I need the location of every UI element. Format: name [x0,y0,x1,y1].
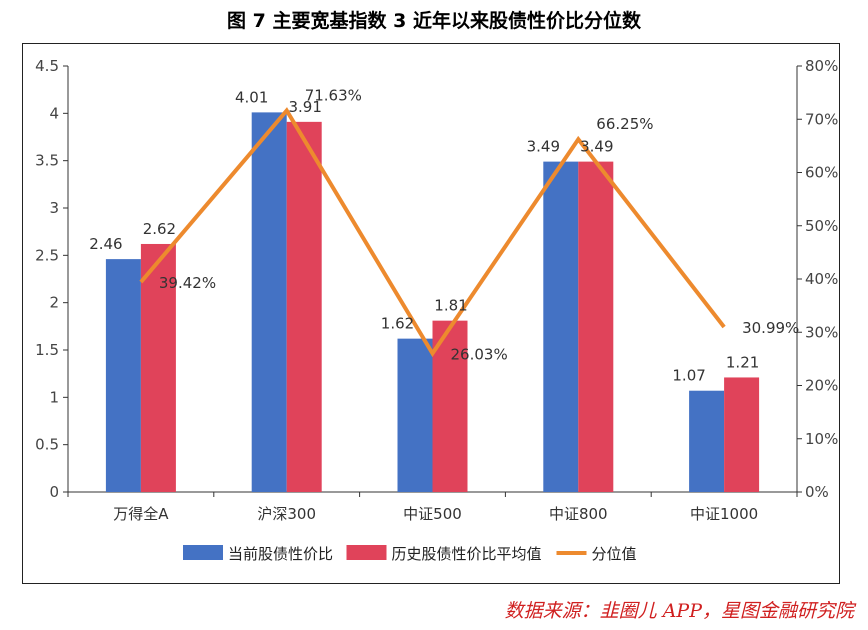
y-left-tick-label: 3.5 [35,152,59,170]
bar-current [543,161,579,492]
chart-frame [22,43,840,584]
line-value-label: 26.03% [451,345,508,363]
y-right-tick-label: 50% [805,217,838,235]
y-right-tick-label: 70% [805,110,838,128]
legend-label: 分位值 [592,545,637,563]
bar-value-label: 2.46 [89,235,122,253]
x-tick-label: 万得全A [113,505,169,523]
x-tick-label: 中证500 [403,505,462,523]
legend: 当前股债性价比 历史股债性价比平均值 分位值 [183,545,637,563]
line-value-label: 71.63% [305,87,362,105]
legend-swatch [183,545,223,560]
legend-label: 当前股债性价比 [228,545,333,563]
legend-label: 历史股债性价比平均值 [392,545,542,563]
y-left-tick-label: 1 [49,388,59,406]
line-value-label: 39.42% [159,274,216,292]
y-left-tick-label: 0.5 [35,436,59,454]
bar-value-label: 1.07 [672,367,705,385]
bar-current [397,338,433,492]
y-left-tick-label: 2 [49,294,59,312]
x-tick-label: 中证1000 [690,505,758,523]
line-value-label: 66.25% [596,115,653,133]
data-labels: 2.46 4.01 1.62 3.49 1.07 2.62 3.91 1.81 3.49 1.21… [89,87,799,385]
bar-average [432,320,468,492]
bar-value-label: 3.49 [527,138,560,156]
y-right-tick-label: 20% [805,377,838,395]
y-left-tick-label: 4.5 [35,57,59,75]
line-value-label: 30.99% [742,319,799,337]
percentile-line-path [139,107,726,358]
legend-swatch [346,545,387,560]
chart-title: 图 7 主要宽基指数 3 近年以来股债性价比分位数 [227,10,641,32]
bar-current [251,112,287,493]
percentile-line [139,107,726,358]
y-left-tick-label: 3 [49,199,59,217]
x-tick-label: 沪深300 [257,505,316,523]
bar-current [105,259,141,492]
y-right-tick-label: 10% [805,430,838,448]
y-left-tick-label: 0 [49,483,59,501]
x-tick-label: 中证800 [549,505,608,523]
bar-current [689,390,725,492]
axes: 0 0.5 1 1.5 2 2.5 3 3.5 4 4.5 0% 10% 20% 30% 40% 50% 60%… [35,57,838,523]
y-right-tick-label: 0% [805,483,829,501]
y-left-tick-label: 1.5 [35,341,59,359]
y-right-tick-label: 40% [805,270,838,288]
y-left-tick-label: 4 [49,104,59,122]
bar-average [286,121,322,492]
bar-value-label: 1.81 [434,297,467,315]
y-right-tick-label: 80% [805,57,838,75]
bar-value-label: 3.91 [288,98,321,116]
bar-average [724,377,760,492]
bars [105,112,760,493]
y-right-tick-label: 30% [805,323,838,341]
source-note: 数据来源：韭圈儿 APP，星图金融研究院 [504,600,854,622]
bar-value-label: 4.01 [235,88,268,106]
y-right-tick-label: 60% [805,164,838,182]
bar-average [140,243,176,492]
bar-value-label: 3.49 [580,138,613,156]
bar-value-label: 1.21 [726,353,759,371]
bar-value-label: 1.62 [381,315,414,333]
bar-average [578,161,614,492]
bar-value-label: 2.62 [143,220,176,238]
y-left-tick-label: 2.5 [35,246,59,264]
